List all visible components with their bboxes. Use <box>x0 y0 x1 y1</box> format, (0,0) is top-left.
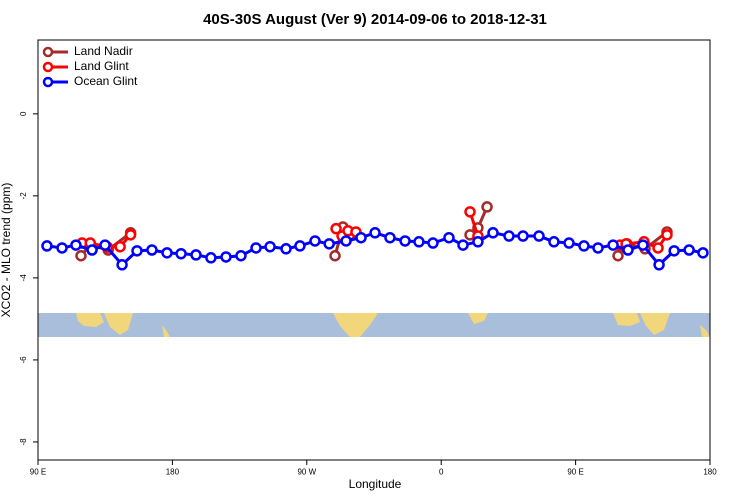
y-tick-label: -8 <box>19 438 28 446</box>
x-tick-label: 90 E <box>30 468 46 477</box>
point <box>116 259 128 271</box>
point <box>175 247 187 260</box>
x-tick-label: 0 <box>439 468 444 477</box>
legend-label: Ocean Glint <box>74 74 138 88</box>
legend-swatch <box>42 76 54 88</box>
plot-frame <box>37 39 711 461</box>
point <box>413 236 425 248</box>
point <box>250 242 262 254</box>
point <box>481 201 493 213</box>
x-axis-label: Longitude <box>349 477 402 491</box>
x-tick-label: 90 W <box>297 468 316 477</box>
point <box>548 236 560 248</box>
x-tick-label: 90 E <box>567 468 583 477</box>
chart-title: 40S-30S August (Ver 9) 2014-09-06 to 201… <box>203 11 547 28</box>
point <box>294 240 306 252</box>
point <box>86 244 98 256</box>
point <box>56 242 68 254</box>
point <box>427 237 439 249</box>
point <box>533 230 545 242</box>
map-land <box>104 313 133 335</box>
point <box>75 249 87 262</box>
point <box>503 230 515 242</box>
map-land <box>468 313 488 324</box>
point <box>235 249 247 262</box>
point <box>697 247 709 259</box>
map-strip <box>38 313 710 337</box>
point <box>592 242 604 254</box>
map-land <box>640 313 670 335</box>
point <box>612 249 624 262</box>
point <box>190 249 202 261</box>
legend-swatch <box>42 61 54 73</box>
point <box>309 235 321 247</box>
point <box>41 240 53 252</box>
point <box>472 236 484 248</box>
point <box>161 247 173 259</box>
point <box>205 252 217 264</box>
map-land <box>700 325 710 337</box>
point <box>384 231 396 244</box>
point <box>264 240 276 253</box>
point <box>280 243 292 255</box>
point <box>369 227 381 239</box>
point <box>70 239 82 251</box>
point <box>340 235 352 247</box>
point <box>578 240 590 252</box>
point <box>457 239 469 251</box>
point <box>146 244 158 256</box>
point <box>607 239 619 251</box>
point <box>399 235 411 247</box>
map-land <box>76 313 104 327</box>
legend-label: Land Glint <box>74 59 129 73</box>
point <box>323 238 335 250</box>
map-land <box>162 325 170 337</box>
point <box>653 259 665 271</box>
point <box>220 251 232 263</box>
point <box>329 249 341 262</box>
y-tick-label: -2 <box>19 192 28 200</box>
point <box>661 229 673 241</box>
y-tick-label: 0 <box>19 111 28 116</box>
point <box>114 240 126 253</box>
point <box>683 244 695 256</box>
legend-label: Land Nadir <box>74 44 133 58</box>
point <box>464 206 476 218</box>
point <box>563 237 575 249</box>
legend-swatch <box>42 46 54 58</box>
point <box>637 239 649 251</box>
point <box>443 231 455 244</box>
x-tick-label: 180 <box>166 468 180 477</box>
y-tick-label: -6 <box>19 356 28 364</box>
point <box>487 227 499 239</box>
map-land <box>613 313 640 326</box>
point <box>668 245 680 257</box>
point <box>355 231 367 244</box>
y-axis-label: XCO2 - MLO trend (ppm) <box>0 183 13 318</box>
point <box>99 239 111 251</box>
point <box>517 230 529 242</box>
point <box>131 245 143 257</box>
x-tick-label: 180 <box>703 468 717 477</box>
y-tick-label: -4 <box>19 274 28 282</box>
point <box>124 229 137 241</box>
point <box>622 244 634 256</box>
point <box>330 222 342 235</box>
map-land <box>333 313 378 337</box>
point <box>652 242 664 254</box>
